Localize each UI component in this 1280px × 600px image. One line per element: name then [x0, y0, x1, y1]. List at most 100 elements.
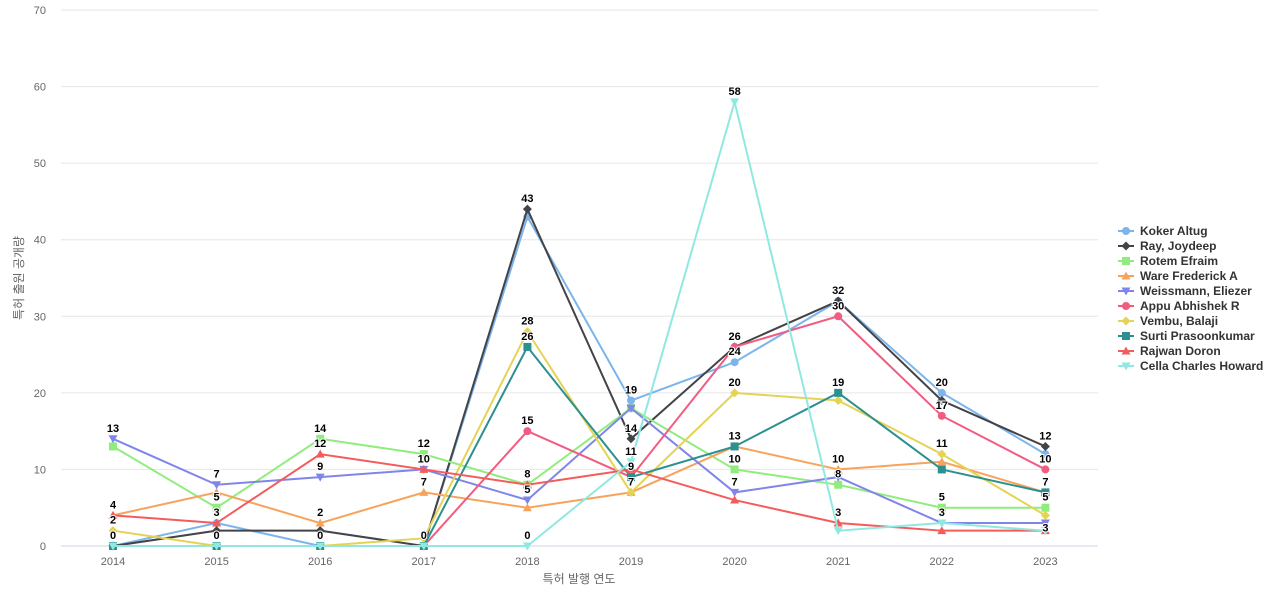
legend-label: Appu Abhishek R — [1140, 298, 1240, 313]
data-label: 5 — [1042, 492, 1048, 504]
data-point — [833, 527, 843, 536]
data-label: 12 — [1039, 430, 1051, 442]
data-point — [212, 518, 222, 527]
data-label: 10 — [1039, 453, 1051, 465]
legend-label: Cella Charles Howard — [1140, 358, 1264, 373]
legend-item[interactable]: Weissmann, Eliezer — [1118, 283, 1263, 298]
legend-item[interactable]: Rotem Efraim — [1118, 253, 1263, 268]
data-label: 9 — [628, 461, 634, 473]
data-point — [1040, 527, 1050, 536]
data-point — [419, 487, 429, 496]
data-point — [522, 496, 532, 505]
legend-item[interactable]: Appu Abhishek R — [1118, 298, 1263, 313]
legend-symbol-icon — [1118, 316, 1134, 325]
legend-label: Rajwan Doron — [1140, 343, 1221, 358]
data-label: 0 — [317, 530, 323, 542]
legend-marker — [1122, 331, 1130, 340]
legend-item[interactable]: Ray, Joydeep — [1118, 238, 1263, 253]
legend-item[interactable]: Vembu, Balaji — [1118, 313, 1263, 328]
y-tick-label: 30 — [34, 311, 46, 323]
data-point — [730, 388, 740, 398]
series-cella-charles-howard — [108, 97, 1050, 551]
data-label: 43 — [521, 193, 533, 205]
data-point — [833, 464, 843, 473]
data-label: 26 — [521, 331, 533, 343]
x-tick-label: 2016 — [308, 556, 332, 568]
legend-symbol-icon — [1118, 362, 1134, 370]
y-tick-label: 20 — [34, 388, 46, 400]
data-point — [419, 542, 429, 551]
x-tick-label: 2015 — [204, 556, 228, 568]
data-point — [108, 542, 118, 551]
data-label: 12 — [418, 438, 430, 450]
data-label: 2 — [317, 507, 323, 519]
data-label: 8 — [524, 469, 530, 481]
data-point — [626, 434, 636, 444]
legend-symbol-icon — [1118, 271, 1134, 279]
data-point — [108, 435, 118, 444]
data-point — [937, 503, 946, 512]
series-vembu-balaji — [108, 327, 1050, 551]
series-rotem-efraim — [109, 404, 1050, 512]
data-point — [315, 449, 325, 458]
data-point — [834, 388, 843, 397]
legend-label: Ray, Joydeep — [1140, 238, 1217, 253]
legend-marker — [1121, 241, 1131, 250]
data-point — [522, 204, 532, 214]
series-appu-abhishek-r — [109, 312, 1050, 550]
data-point — [1041, 503, 1050, 512]
y-tick-label: 50 — [34, 158, 46, 170]
legend-item[interactable]: Koker Altug — [1118, 223, 1263, 238]
data-point — [833, 473, 843, 482]
x-tick-label: 2022 — [930, 556, 954, 568]
series-line — [112, 453, 1046, 532]
data-point — [212, 503, 221, 512]
x-tick-label: 2020 — [722, 556, 746, 568]
data-point — [523, 342, 532, 351]
legend-marker — [1121, 362, 1131, 370]
data-label: 20 — [936, 377, 948, 389]
legend-symbol-icon — [1118, 301, 1134, 310]
data-label: 26 — [728, 331, 740, 343]
legend-item[interactable]: Surti Prasoonkumar — [1118, 328, 1263, 343]
legend-marker — [1121, 346, 1131, 354]
legend-marker — [1122, 256, 1130, 265]
data-label: 7 — [628, 476, 634, 488]
data-point — [626, 458, 636, 467]
data-label: 10 — [728, 453, 740, 465]
data-point — [730, 358, 739, 367]
data-point — [109, 442, 117, 451]
data-point — [937, 449, 947, 459]
data-label: 10 — [418, 453, 430, 465]
legend-symbol-icon — [1118, 346, 1134, 354]
data-point — [1040, 441, 1050, 451]
data-point — [833, 296, 843, 306]
data-label: 20 — [728, 377, 740, 389]
data-label: 5 — [214, 492, 220, 504]
data-label: 12 — [314, 438, 326, 450]
data-label: 28 — [521, 316, 533, 328]
data-label: 14 — [625, 423, 638, 435]
data-label: 0 — [110, 530, 116, 542]
data-label: 30 — [832, 300, 844, 312]
data-label: 10 — [832, 453, 844, 465]
data-point — [937, 465, 946, 474]
data-point — [627, 473, 635, 482]
y-axis-title: 특허 출원 공개량 — [12, 236, 26, 320]
data-label: 0 — [524, 530, 530, 542]
data-point — [1041, 465, 1050, 474]
legend-item[interactable]: Rajwan Doron — [1118, 343, 1263, 358]
data-label: 14 — [314, 423, 327, 435]
data-label: 7 — [421, 476, 427, 488]
legend-symbol-icon — [1118, 287, 1134, 295]
data-point — [212, 542, 222, 551]
y-tick-label: 0 — [40, 541, 46, 553]
data-point — [522, 327, 532, 337]
legend-item[interactable]: Ware Frederick A — [1118, 268, 1263, 283]
data-point — [212, 487, 222, 496]
legend-item[interactable]: Cella Charles Howard — [1118, 358, 1263, 373]
legend-marker — [1121, 287, 1131, 295]
data-point — [316, 434, 325, 443]
x-tick-label: 2023 — [1033, 556, 1057, 568]
